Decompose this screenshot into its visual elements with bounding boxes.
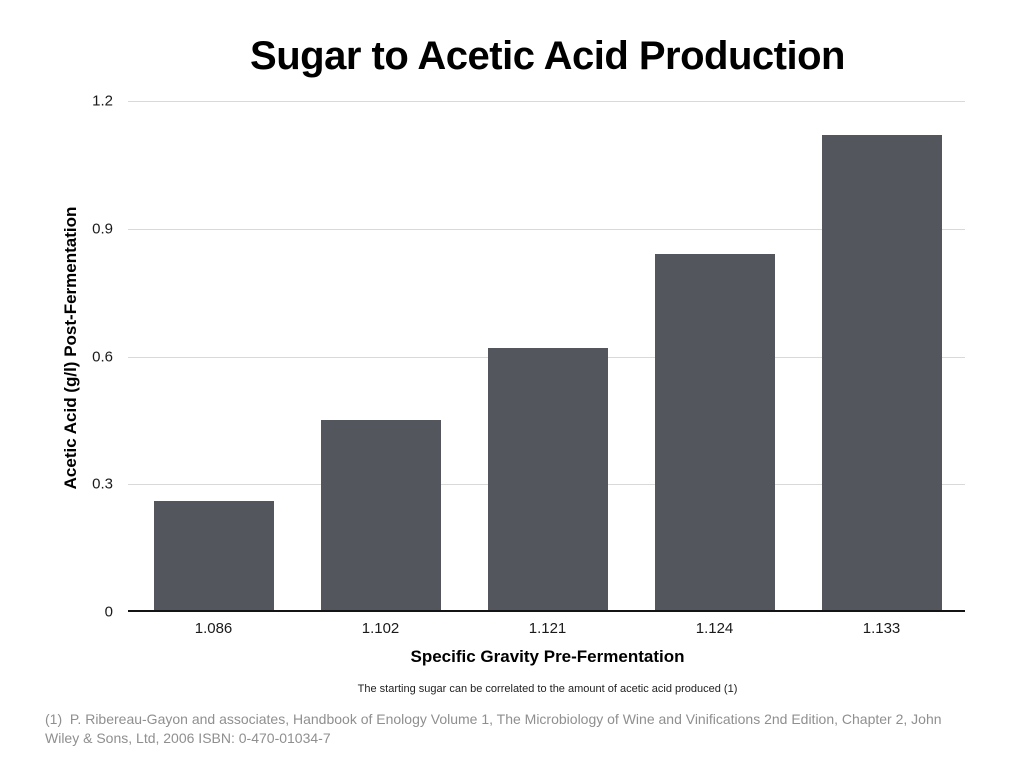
y-tick-label: 0 xyxy=(104,603,113,621)
y-tick-label: 0.6 xyxy=(92,348,113,365)
chart-caption: The starting sugar can be correlated to … xyxy=(357,683,738,695)
bar xyxy=(821,135,942,612)
x-axis-baseline xyxy=(128,610,965,612)
bar xyxy=(153,501,274,612)
gridline xyxy=(128,228,965,230)
x-tick-label: 1.086 xyxy=(194,620,233,637)
x-axis-title: Specific Gravity Pre-Fermentation xyxy=(410,647,685,666)
x-tick-label: 1.133 xyxy=(862,620,901,637)
bar xyxy=(654,254,775,612)
y-tick-label: 0.9 xyxy=(92,220,113,238)
chart-title: Sugar to Acetic Acid Production xyxy=(250,34,845,78)
y-tick-label: 0.3 xyxy=(92,475,113,493)
plot-area: 0 0.3 0.6 0.9 1.2 1.086 1.102 1.121 1.124 1.133 xyxy=(92,93,965,637)
y-axis-title: Acetic Acid (g/l) Post-Fermentation xyxy=(61,206,80,490)
bar xyxy=(320,420,441,612)
x-tick-label: 1.102 xyxy=(361,620,400,637)
x-tick-label: 1.121 xyxy=(528,620,567,637)
x-tick-label: 1.124 xyxy=(695,620,734,637)
bar xyxy=(487,347,608,612)
gridline xyxy=(128,101,965,102)
footnote: (1) P. Ribereau-Gayon and associates, Ha… xyxy=(45,711,946,746)
y-tick-label: 1.2 xyxy=(92,92,113,110)
